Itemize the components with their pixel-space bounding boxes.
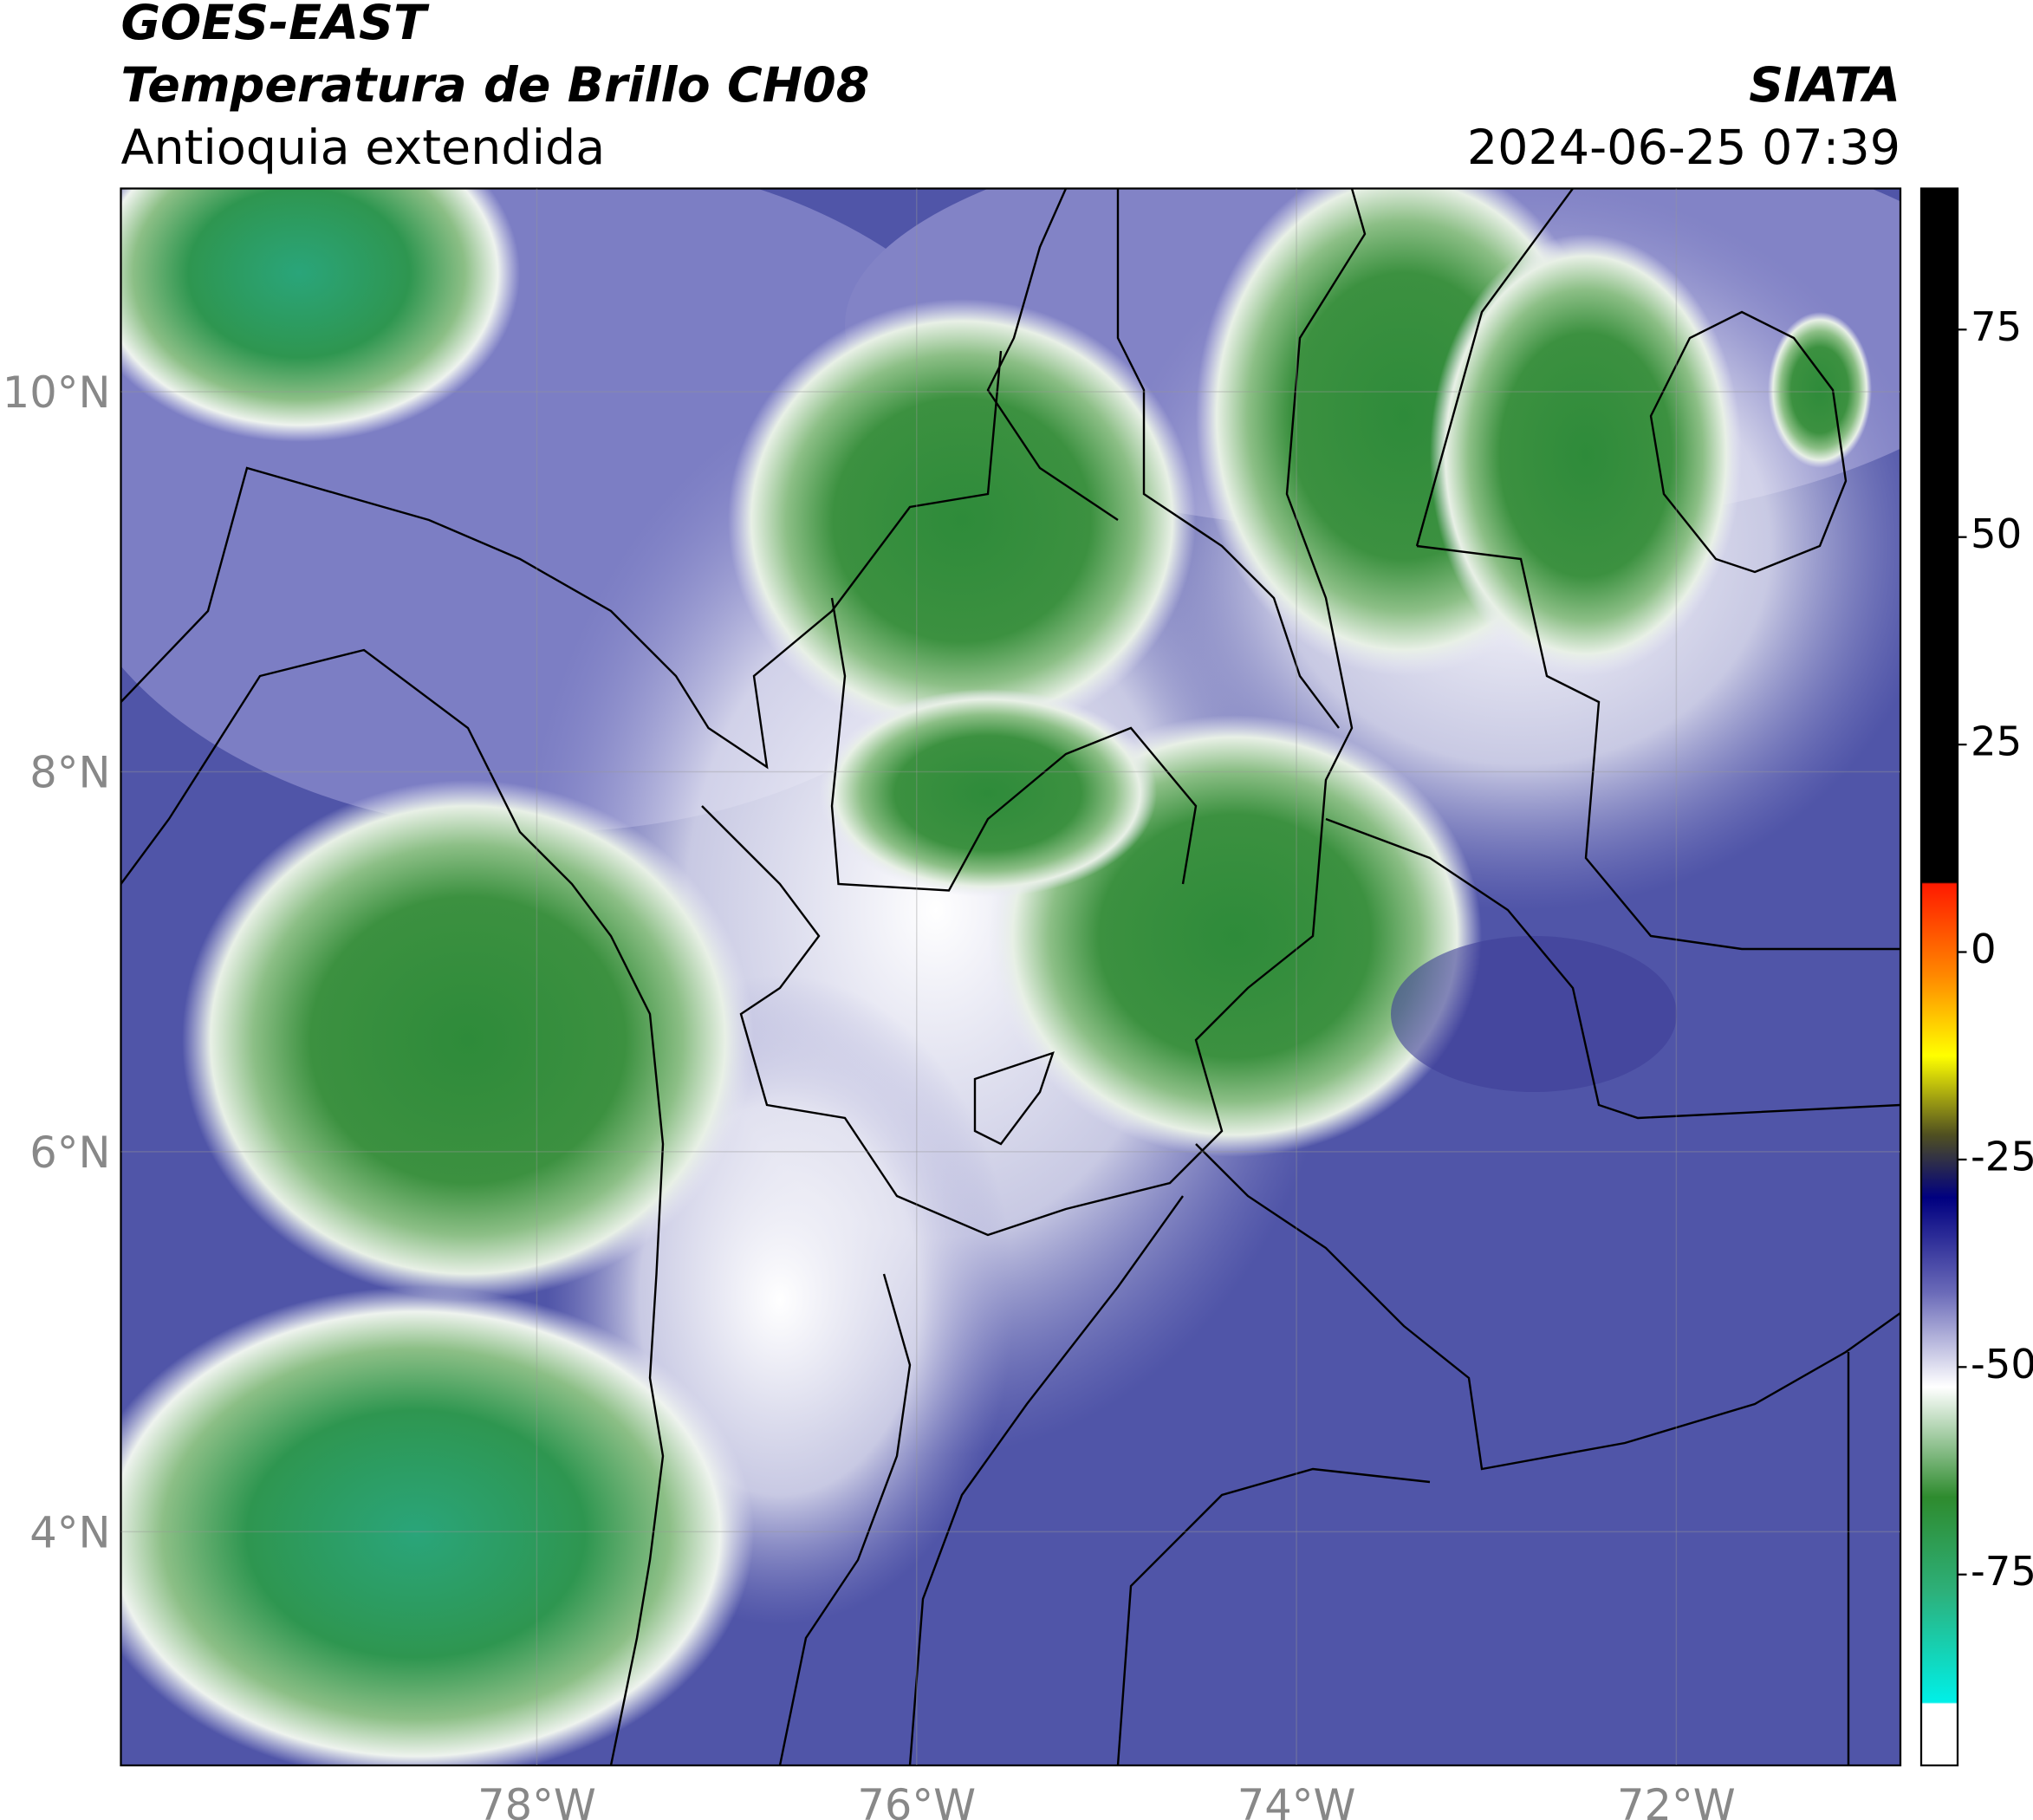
colorbar-tick-label: -25 bbox=[1971, 1133, 2033, 1180]
colorbar-tick-label: -75 bbox=[1971, 1548, 2033, 1595]
lon-tick-label: 78°W bbox=[477, 1780, 596, 1820]
region: Antioquia extendida bbox=[121, 120, 606, 176]
colorbar-tick-label: 75 bbox=[1971, 303, 2022, 350]
subtitle: Temperatura de Brillo CH08 bbox=[121, 57, 870, 114]
lat-tick-label: 8°N bbox=[29, 747, 110, 797]
axes: 10°N 8°N 6°N 4°N 78°W 76°W 74°W 72°W 75 50 25 0 -25 -… bbox=[3, 188, 2033, 1820]
lon-tick-label: 76°W bbox=[857, 1780, 976, 1820]
colorbar-tick-label: 0 bbox=[1971, 926, 1997, 972]
lon-tick-label: 74°W bbox=[1237, 1780, 1356, 1820]
title: GOES-EAST bbox=[121, 0, 430, 51]
source: SIATA bbox=[1749, 57, 1900, 114]
lat-tick-label: 4°N bbox=[29, 1507, 110, 1557]
colorbar-tick-label: -50 bbox=[1971, 1341, 2033, 1388]
colorbar-tick-label: 50 bbox=[1971, 510, 2022, 557]
colorbar bbox=[1919, 187, 1959, 1767]
map-image bbox=[120, 188, 1900, 1765]
map-frame bbox=[120, 187, 1902, 1767]
lat-tick-label: 10°N bbox=[3, 367, 111, 418]
colorbar-tick-label: 25 bbox=[1971, 718, 2022, 765]
datetime: 2024-06-25 07:39 bbox=[1467, 120, 1900, 176]
lon-tick-label: 72°W bbox=[1617, 1780, 1736, 1820]
lat-tick-label: 6°N bbox=[29, 1128, 110, 1178]
